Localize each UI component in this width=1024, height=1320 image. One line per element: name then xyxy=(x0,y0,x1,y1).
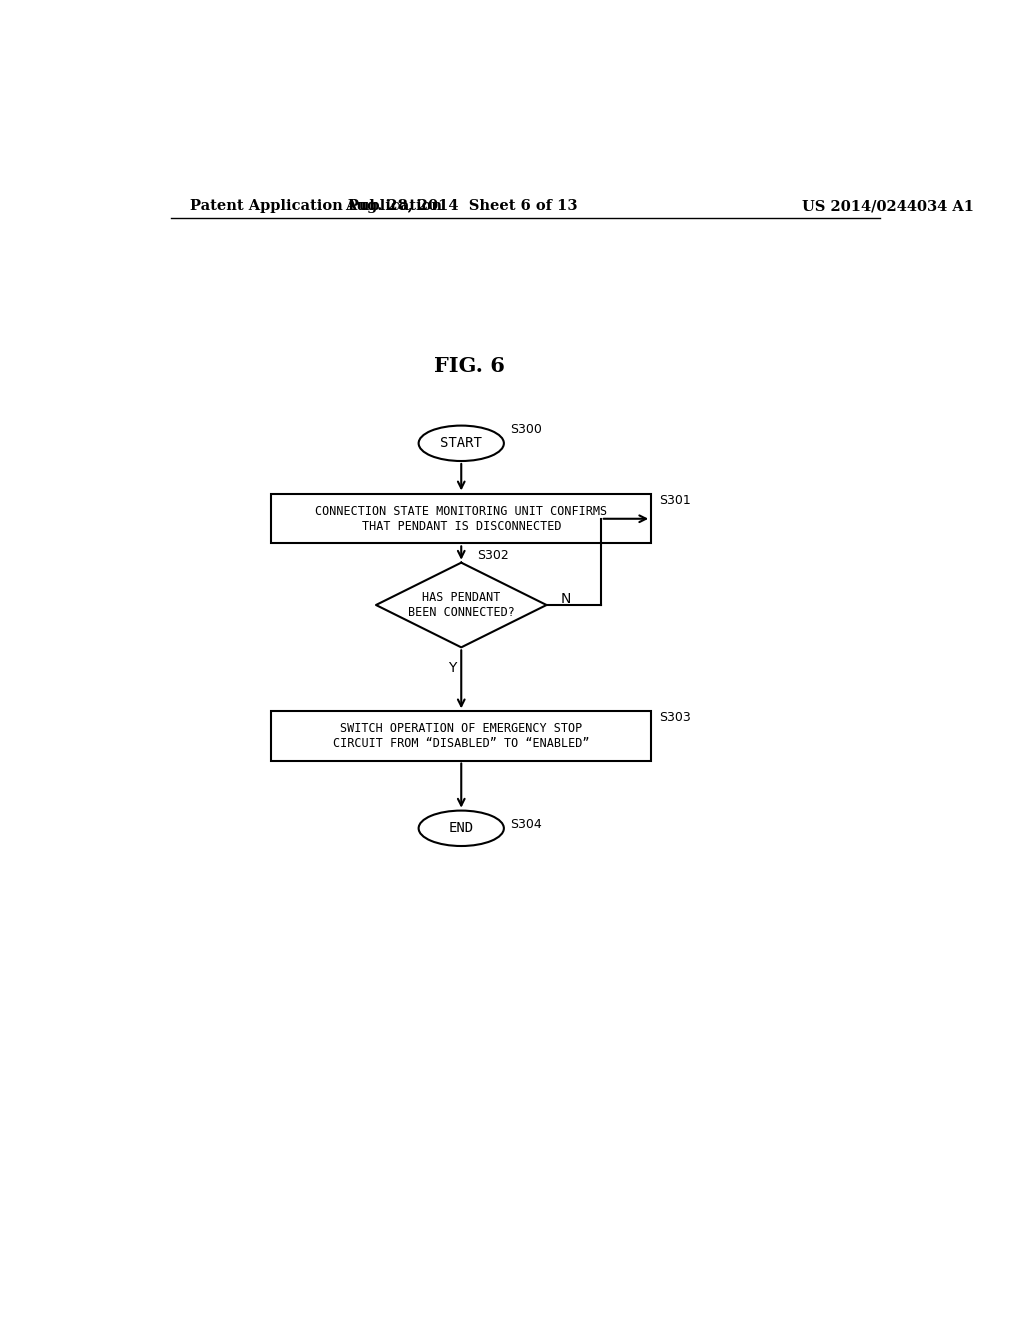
Text: S302: S302 xyxy=(477,549,509,562)
Text: S301: S301 xyxy=(658,494,690,507)
Text: FIG. 6: FIG. 6 xyxy=(433,356,505,376)
Text: HAS PENDANT
BEEN CONNECTED?: HAS PENDANT BEEN CONNECTED? xyxy=(408,591,515,619)
Text: S300: S300 xyxy=(510,422,542,436)
Text: S304: S304 xyxy=(510,818,542,832)
Text: Aug. 28, 2014  Sheet 6 of 13: Aug. 28, 2014 Sheet 6 of 13 xyxy=(345,199,578,213)
Text: END: END xyxy=(449,821,474,836)
Text: Y: Y xyxy=(447,661,456,676)
Text: S303: S303 xyxy=(658,711,690,725)
Text: US 2014/0244034 A1: US 2014/0244034 A1 xyxy=(802,199,974,213)
Text: START: START xyxy=(440,437,482,450)
Text: N: N xyxy=(560,591,570,606)
Text: Patent Application Publication: Patent Application Publication xyxy=(190,199,442,213)
Text: SWITCH OPERATION OF EMERGENCY STOP
CIRCUIT FROM “DISABLED” TO “ENABLED”: SWITCH OPERATION OF EMERGENCY STOP CIRCU… xyxy=(333,722,590,750)
Text: CONNECTION STATE MONITORING UNIT CONFIRMS
THAT PENDANT IS DISCONNECTED: CONNECTION STATE MONITORING UNIT CONFIRM… xyxy=(315,504,607,533)
